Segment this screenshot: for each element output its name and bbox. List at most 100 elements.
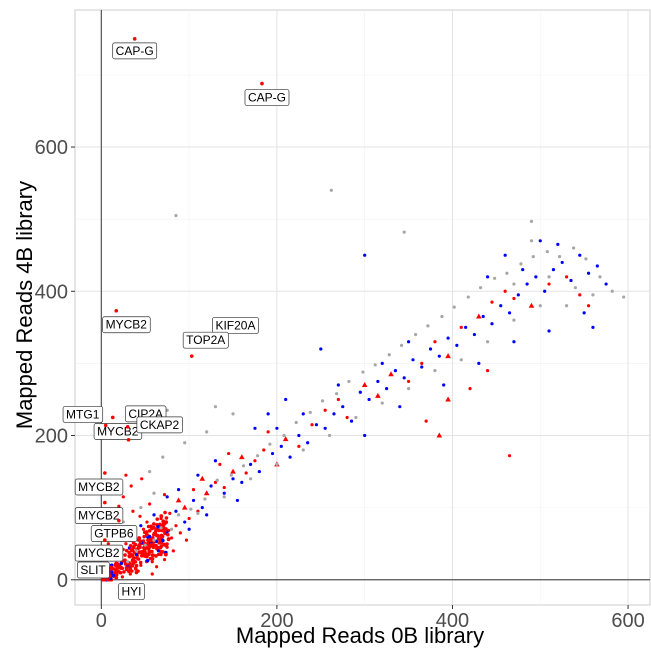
data-point <box>503 289 507 293</box>
data-point <box>519 262 523 266</box>
data-point <box>114 575 119 580</box>
data-point <box>130 569 134 573</box>
data-point <box>547 329 551 333</box>
data-point <box>143 543 147 547</box>
data-point <box>152 522 156 526</box>
data-point <box>174 509 178 513</box>
annotated-point <box>134 570 139 575</box>
data-point <box>547 282 551 286</box>
data-point <box>129 484 133 488</box>
data-point <box>282 436 289 442</box>
annotation-box <box>136 416 183 434</box>
data-point <box>229 473 233 477</box>
data-point <box>142 534 146 539</box>
data-point <box>525 282 529 286</box>
annotation-box <box>62 406 104 423</box>
data-point <box>152 513 156 517</box>
data-point <box>203 490 210 496</box>
data-point <box>437 354 441 358</box>
data-point <box>162 542 166 547</box>
data-point <box>314 423 319 427</box>
data-point <box>174 524 178 528</box>
data-point <box>436 432 443 438</box>
data-point <box>148 556 153 561</box>
x-tick-label: 200 <box>260 610 293 632</box>
data-point <box>478 286 483 290</box>
data-point <box>399 343 404 347</box>
data-point <box>459 325 463 329</box>
data-point <box>124 565 129 570</box>
data-point <box>565 275 569 279</box>
data-point <box>569 278 573 283</box>
data-point <box>499 304 503 308</box>
data-point <box>335 392 339 396</box>
data-point <box>556 242 560 246</box>
data-point <box>341 405 345 409</box>
data-point <box>503 253 507 257</box>
data-point <box>134 549 139 553</box>
data-point <box>586 271 591 275</box>
data-point <box>301 412 305 416</box>
data-point <box>241 464 246 468</box>
data-point <box>166 532 170 537</box>
data-point <box>398 405 402 409</box>
data-point <box>361 370 365 374</box>
data-point <box>163 552 168 557</box>
data-point <box>189 507 193 511</box>
data-point <box>130 564 135 568</box>
data-point <box>205 513 209 517</box>
data-point <box>426 324 430 328</box>
annotated-point <box>103 538 107 542</box>
data-point <box>445 353 451 359</box>
annotated-point <box>114 308 119 313</box>
data-point <box>363 253 367 257</box>
annotated-point <box>110 415 115 420</box>
minor-grid <box>75 10 650 605</box>
data-point <box>308 410 312 415</box>
annotated-point <box>189 354 194 358</box>
data-point <box>560 260 564 265</box>
data-point <box>521 268 525 272</box>
data-point <box>516 293 520 297</box>
data-point <box>112 570 117 575</box>
data-point <box>573 286 577 290</box>
data-point <box>512 296 516 301</box>
annotation-label: TOP2A <box>186 333 225 347</box>
data-point <box>128 572 132 576</box>
data-point <box>442 383 446 387</box>
data-point <box>159 516 163 521</box>
data-point <box>306 441 310 445</box>
data-point <box>402 376 406 380</box>
data-point <box>294 420 298 425</box>
data-point <box>165 545 169 549</box>
data-point <box>154 554 158 558</box>
data-point <box>433 340 437 344</box>
data-point <box>148 469 152 474</box>
data-point <box>150 526 154 531</box>
data-point <box>406 340 411 344</box>
data-point <box>134 552 139 557</box>
data-point <box>140 551 145 555</box>
data-point <box>127 554 132 559</box>
data-point <box>262 448 266 452</box>
data-point <box>507 311 512 315</box>
data-point <box>266 412 270 416</box>
data-point <box>551 268 556 272</box>
data-point <box>375 392 381 398</box>
data-point <box>512 340 516 344</box>
annotation-box <box>77 561 110 579</box>
data-points <box>101 188 626 582</box>
data-point <box>507 454 512 458</box>
data-point <box>481 314 485 319</box>
data-point <box>578 253 582 257</box>
annotation-box <box>74 544 124 562</box>
data-point <box>440 314 444 319</box>
data-point <box>490 322 494 326</box>
data-point <box>139 524 143 528</box>
data-point <box>162 493 167 497</box>
data-point <box>133 559 138 564</box>
data-point <box>156 549 160 553</box>
data-point <box>152 491 156 495</box>
